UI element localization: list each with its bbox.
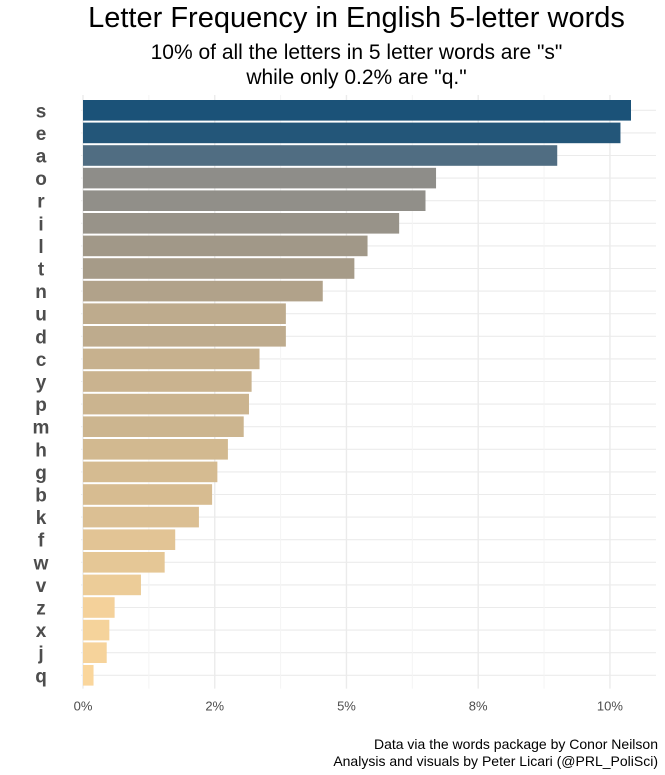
category-label-g: g — [35, 463, 47, 484]
bar-n — [83, 280, 323, 302]
category-label-l: l — [38, 237, 43, 258]
category-label-u: u — [35, 305, 47, 326]
category-label-c: c — [36, 350, 47, 371]
category-label-n: n — [35, 282, 47, 303]
category-label-q: q — [35, 666, 47, 687]
bar-w — [83, 552, 165, 573]
bar-o — [83, 167, 437, 189]
category-label-b: b — [35, 486, 47, 507]
category-label-t: t — [38, 260, 45, 281]
bar-y — [83, 371, 252, 392]
category-label-v: v — [36, 576, 47, 597]
bar-i — [83, 213, 400, 234]
bar-c — [83, 348, 260, 370]
bar-j — [83, 642, 107, 663]
chart-title: Letter Frequency in English 5-letter wor… — [88, 2, 625, 34]
bar-g — [83, 461, 218, 483]
category-label-w: w — [33, 553, 49, 574]
bar-f — [83, 529, 176, 550]
bar-s — [83, 100, 631, 121]
bar-d — [83, 326, 286, 347]
caption-line-1: Data via the words package by Conor Neil… — [373, 736, 658, 752]
bars — [83, 100, 631, 686]
category-label-i: i — [38, 214, 43, 235]
category-label-f: f — [38, 531, 45, 552]
chart-caption: Data via the words package by Conor Neil… — [333, 736, 658, 770]
category-label-o: o — [35, 169, 47, 190]
category-label-r: r — [37, 192, 45, 213]
x-tick-label: 5% — [337, 699, 356, 714]
bar-q — [83, 665, 94, 686]
x-tick-label: 2% — [205, 699, 224, 714]
x-tick-labels: 0% 2% 5% 8% 10% — [74, 699, 624, 714]
bar-b — [83, 484, 213, 505]
subtitle-line-1: 10% of all the letters in 5 letter words… — [150, 41, 563, 64]
bar-u — [83, 303, 286, 324]
category-label-m: m — [33, 418, 50, 439]
category-label-e: e — [36, 124, 47, 145]
category-label-a: a — [36, 147, 47, 168]
category-label-d: d — [35, 327, 47, 348]
chart-subtitle: 10% of all the letters in 5 letter words… — [0, 40, 665, 90]
x-tick-label: 8% — [469, 699, 488, 714]
category-label-z: z — [36, 599, 46, 620]
category-label-y: y — [36, 373, 47, 394]
category-label-j: j — [37, 644, 43, 665]
x-tick-label: 0% — [74, 699, 93, 714]
bar-e — [83, 122, 621, 144]
category-label-p: p — [35, 395, 47, 416]
bar-l — [83, 235, 368, 257]
category-label-s: s — [36, 101, 47, 122]
category-label-k: k — [36, 508, 47, 529]
bar-z — [83, 597, 115, 618]
bar-k — [83, 506, 199, 528]
bar-x — [83, 619, 110, 641]
bar-a — [83, 145, 558, 166]
category-label-h: h — [35, 440, 47, 461]
bar-r — [83, 190, 426, 211]
bar-p — [83, 393, 249, 415]
bar-v — [83, 574, 141, 596]
category-label-x: x — [36, 621, 47, 642]
caption-line-2: Analysis and visuals by Peter Licari (@P… — [333, 753, 658, 769]
subtitle-line-2: while only 0.2% are "q." — [246, 66, 467, 89]
x-tick-label: 10% — [597, 699, 623, 714]
bar-m — [83, 416, 244, 437]
bar-t — [83, 258, 355, 279]
bar-h — [83, 439, 228, 460]
